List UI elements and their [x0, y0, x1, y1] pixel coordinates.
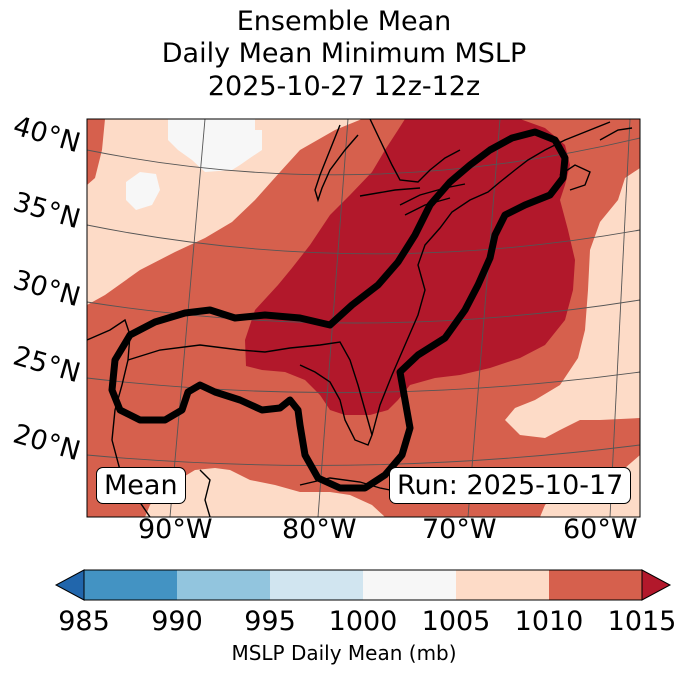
colorbar-bin-990-995 [177, 570, 270, 600]
lon-label-70w: 70°W [422, 514, 497, 545]
map-panel [86, 118, 641, 518]
colorbar-tick-1010: 1010 [514, 606, 584, 637]
colorbar-tick-995: 995 [244, 606, 296, 637]
colorbar-tick-985: 985 [58, 606, 110, 637]
legend-box-run: Run: 2025-10-17 [389, 467, 632, 504]
lon-label-60w: 60°W [563, 514, 638, 545]
probability-contour [108, 128, 569, 492]
colorbar-bin-985-990 [84, 570, 177, 600]
colorbar-bin-1010-1015 [549, 570, 642, 600]
colorbar-tick-1015: 1015 [607, 606, 677, 637]
colorbar-bin-1000-1005 [363, 570, 456, 600]
colorbar-under-arrow [54, 569, 85, 601]
title-line-3: 2025-10-27 12z-12z [207, 71, 481, 102]
title-line-1: Ensemble Mean [236, 6, 452, 37]
legend-box-mean: Mean [96, 467, 186, 504]
colorbar-bin-1005-1010 [456, 570, 549, 600]
mslp-1000-1005-patch-small [126, 172, 160, 210]
lon-label-80w: 80°W [282, 514, 357, 545]
colorbar-over-arrow [641, 569, 672, 601]
title-line-2: Daily Mean Minimum MSLP [161, 38, 527, 69]
colorbar-label: MSLP Daily Mean (mb) [231, 641, 457, 665]
mslp-over-1015-core [245, 119, 575, 415]
colorbar-tick-1005: 1005 [421, 606, 491, 637]
mslp-1010-1015-gulf [150, 340, 246, 392]
map-frame [86, 118, 641, 518]
lon-label-90w: 90°W [138, 514, 213, 545]
mslp-1000-1005-patch [168, 119, 262, 172]
colorbar-bin-995-1000 [270, 570, 363, 600]
colorbar-tick-1000: 1000 [328, 606, 398, 637]
colorbar-tick-990: 990 [151, 606, 203, 637]
